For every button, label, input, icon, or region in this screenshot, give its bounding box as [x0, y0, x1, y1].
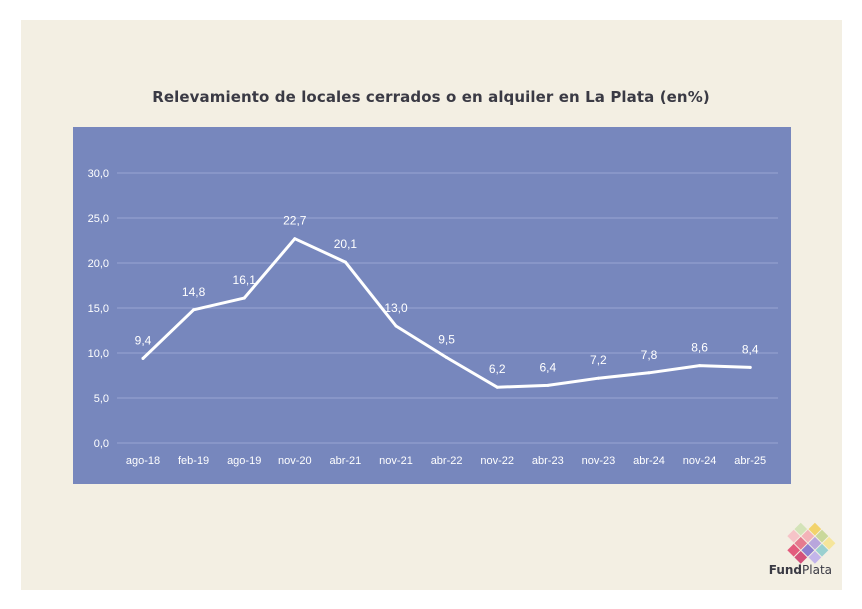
x-tick-label: abr-24 — [633, 455, 665, 467]
line-chart: 0,0 5,0 10,0 15,0 20,0 25,0 30,0 ago-18 feb-19 ag… — [88, 168, 778, 467]
data-label: 9,4 — [135, 333, 152, 347]
chart-title: Relevamiento de locales cerrados o en al… — [152, 88, 710, 106]
data-point — [394, 324, 398, 328]
data-label: 7,2 — [590, 353, 607, 367]
x-tick-label: feb-19 — [178, 455, 209, 467]
fundplata-wordmark: FundPlata — [768, 563, 832, 577]
data-label: 16,1 — [233, 273, 257, 287]
data-point — [596, 376, 600, 380]
data-label: 8,4 — [742, 342, 759, 356]
data-label: 6,2 — [489, 362, 506, 376]
data-label: 9,5 — [438, 333, 455, 347]
x-tick-label: nov-24 — [683, 455, 717, 467]
data-point — [141, 356, 145, 360]
data-point — [192, 308, 196, 312]
data-label: 7,8 — [641, 348, 658, 362]
data-point — [748, 365, 752, 369]
x-tick-label: nov-20 — [278, 455, 312, 467]
data-label: 13,0 — [384, 301, 408, 315]
x-tick-label: abr-21 — [330, 455, 362, 467]
x-tick-label: ago-18 — [126, 455, 160, 467]
y-tick-label: 15,0 — [88, 303, 109, 315]
y-tick-label: 10,0 — [88, 348, 109, 360]
data-label: 6,4 — [539, 360, 556, 374]
x-tick-label: nov-21 — [379, 455, 413, 467]
fundplata-logo-icon — [787, 522, 836, 564]
x-tick-label: abr-22 — [431, 455, 463, 467]
data-point — [495, 385, 499, 389]
data-label: 20,1 — [334, 237, 358, 251]
x-tick-label: nov-22 — [480, 455, 514, 467]
y-tick-label: 5,0 — [94, 393, 109, 405]
data-point — [546, 383, 550, 387]
data-point — [293, 237, 297, 241]
data-point — [242, 296, 246, 300]
data-point — [647, 371, 651, 375]
y-tick-label: 25,0 — [88, 213, 109, 225]
data-label: 8,6 — [691, 341, 708, 355]
x-tick-label: abr-25 — [734, 455, 766, 467]
series-line — [141, 237, 752, 389]
data-point — [698, 364, 702, 368]
data-label: 22,7 — [283, 214, 307, 228]
y-tick-label: 0,0 — [94, 438, 109, 450]
x-tick-label: ago-19 — [227, 455, 261, 467]
data-label: 14,8 — [182, 285, 206, 299]
x-tick-label: nov-23 — [582, 455, 616, 467]
chart-panel: 0,0 5,0 10,0 15,0 20,0 25,0 30,0 ago-18 feb-19 ag… — [73, 127, 791, 484]
x-tick-label: abr-23 — [532, 455, 564, 467]
y-tick-label: 30,0 — [88, 168, 109, 180]
y-tick-label: 20,0 — [88, 258, 109, 270]
data-point — [445, 356, 449, 359]
data-point — [343, 260, 347, 264]
